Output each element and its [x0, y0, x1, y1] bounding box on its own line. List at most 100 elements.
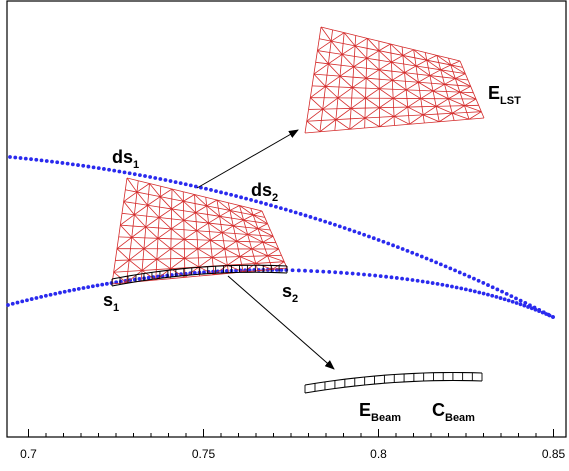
surface-node	[239, 195, 243, 200]
mesh-edge	[135, 203, 148, 206]
mesh-edge	[404, 72, 406, 82]
mesh-edge	[436, 54, 449, 59]
mesh-edge	[435, 106, 439, 115]
mesh-edge	[439, 120, 455, 123]
mesh-edge	[404, 72, 419, 83]
surface-node	[540, 310, 545, 315]
surface-node	[356, 272, 361, 276]
mesh-edge	[283, 261, 288, 269]
mesh-edge	[313, 63, 329, 75]
surface-node	[347, 227, 352, 232]
mesh-edge	[431, 83, 434, 92]
surface-node	[65, 161, 70, 166]
mesh-edge	[183, 200, 196, 204]
mesh-edge	[194, 194, 206, 198]
mesh-edge	[171, 208, 184, 212]
lst-mesh-inset	[304, 26, 485, 134]
mesh-edge	[143, 238, 159, 250]
mesh-edge	[331, 40, 344, 44]
mesh-edge	[423, 113, 438, 116]
surface-node	[209, 188, 213, 192]
mesh-edge	[420, 90, 434, 99]
surface-node	[424, 256, 429, 261]
surface-node	[434, 260, 438, 265]
mesh-edge	[320, 109, 324, 121]
surface-node	[462, 272, 467, 277]
mesh-edge	[448, 57, 461, 62]
mesh-edge	[147, 204, 160, 218]
mesh-edge	[123, 191, 138, 202]
mesh-edge	[366, 47, 380, 52]
surface-node	[440, 282, 445, 287]
mesh-edge	[379, 88, 393, 90]
mesh-edge	[450, 64, 454, 72]
mesh-edge	[159, 206, 172, 210]
mesh-edge	[366, 50, 380, 59]
mesh-edge	[113, 270, 128, 273]
mesh-edge	[402, 49, 414, 56]
mesh-edge	[116, 236, 120, 249]
surface-node	[86, 164, 91, 169]
mesh-edge	[227, 202, 231, 211]
mesh-edge	[426, 60, 429, 68]
mesh-edge	[255, 221, 268, 225]
surface-node	[315, 269, 320, 274]
mesh-edge	[207, 214, 220, 217]
mesh-edge	[243, 214, 254, 221]
mesh-edge	[339, 75, 353, 88]
mesh-edge	[338, 86, 353, 88]
surface-node	[122, 170, 127, 175]
mesh-edge	[260, 235, 264, 243]
mesh-edge	[229, 210, 242, 214]
mesh-edge	[431, 82, 445, 85]
label-ds2: ds2	[251, 180, 278, 204]
mesh-edge	[206, 205, 219, 209]
lower-surface-nodes	[6, 267, 555, 319]
surface-node	[415, 252, 419, 257]
beam-top-edge	[111, 264, 288, 280]
mesh-edge	[452, 105, 465, 114]
surface-node	[378, 274, 383, 279]
mesh-edge	[196, 230, 211, 241]
mesh-edge	[123, 201, 135, 215]
mesh-edge	[440, 64, 451, 71]
mesh-edge	[379, 125, 395, 128]
surface-node	[303, 213, 308, 218]
surface-node	[13, 155, 18, 160]
surface-node	[153, 176, 158, 180]
mesh-edge	[233, 219, 244, 227]
mesh-edge	[250, 207, 263, 212]
mesh-edge	[328, 63, 341, 77]
mesh-edge	[379, 59, 392, 63]
mesh-edge	[223, 240, 226, 249]
mesh-edge	[405, 89, 421, 99]
x-tick-label: 0.85	[542, 447, 566, 461]
mesh-edge	[419, 90, 422, 99]
mesh-edge	[195, 205, 207, 213]
surface-node	[104, 281, 109, 286]
surface-node	[522, 303, 527, 308]
surface-node	[481, 291, 486, 296]
mesh-edge	[216, 199, 231, 211]
surface-node	[34, 157, 39, 162]
surface-node	[381, 239, 386, 244]
surface-node	[384, 274, 388, 279]
mesh-edge	[335, 108, 352, 120]
mesh-edge	[352, 66, 355, 78]
surface-node	[91, 165, 96, 170]
mesh-edge	[352, 77, 354, 88]
mesh-edge	[217, 208, 220, 217]
mesh-edge	[251, 248, 268, 257]
mesh-edge	[437, 112, 453, 115]
mesh-edge	[422, 114, 440, 123]
surface-node	[10, 301, 15, 306]
surface-node	[410, 250, 415, 255]
mesh-edge	[435, 98, 449, 107]
mesh-edge	[449, 105, 453, 114]
mesh-edge	[171, 198, 184, 202]
mesh-edge	[183, 230, 197, 240]
mesh-edge	[337, 87, 353, 99]
surface-node	[44, 159, 49, 163]
mesh-edge	[354, 37, 368, 47]
mesh-edge	[253, 214, 265, 218]
